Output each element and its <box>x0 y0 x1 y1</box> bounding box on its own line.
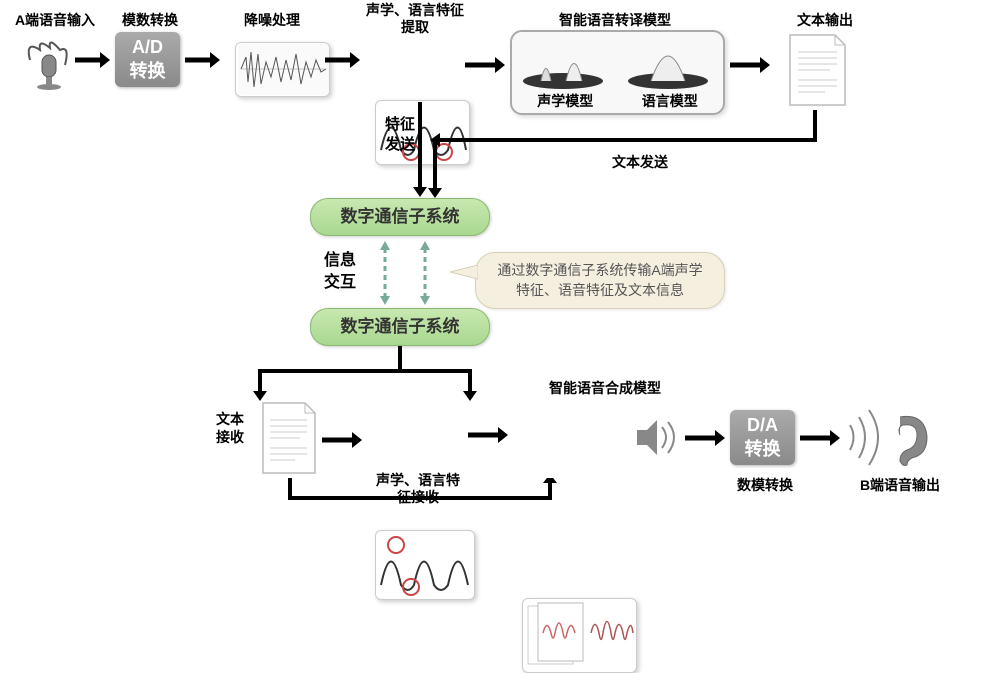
arrow-bypass <box>285 478 565 513</box>
ad-conv-label: 模数转换 <box>115 10 185 30</box>
split-path <box>250 346 500 406</box>
comm-sys-2: 数字通信子系统 <box>310 308 490 346</box>
synth-box <box>522 598 637 673</box>
arrow-3 <box>325 50 360 70</box>
text-out-doc <box>780 30 850 110</box>
note-box: 通过数字通信子系统传输A端声学 特征、语音特征及文本信息 <box>475 252 725 309</box>
feat-recv-box <box>375 530 475 600</box>
synth-label: 智能语音合成模型 <box>535 378 675 398</box>
arrow-5 <box>730 55 770 75</box>
da-conv-label: 数模转换 <box>730 475 800 495</box>
interact-label: 信息 交互 <box>320 250 360 295</box>
text-recv-label: 文本 接收 <box>210 410 250 446</box>
da-box: D/A 转换 <box>730 410 795 465</box>
b-output-label: B端语音输出 <box>850 475 950 495</box>
sound-wave-icon <box>632 415 682 460</box>
arrow-da-ear <box>800 428 840 448</box>
comm-sys-1: 数字通信子系统 <box>310 198 490 236</box>
arrow-4 <box>465 55 505 75</box>
model-label: 智能语音转译模型 <box>545 10 685 30</box>
arrow-merge-down <box>425 140 445 200</box>
ear-icon <box>845 405 935 470</box>
denoise-label: 降噪处理 <box>232 10 312 30</box>
note-pointer <box>450 265 478 280</box>
ad-box: A/D 转换 <box>115 32 180 87</box>
feature-label: 声学、语言特征 提取 <box>360 2 470 36</box>
microphone-icon <box>20 30 75 90</box>
arrow-2 <box>185 50 220 70</box>
model-box: 声学模型 语言模型 <box>510 30 725 115</box>
text-out-label: 文本输出 <box>790 10 860 30</box>
arrow-fr-synth <box>468 425 508 445</box>
arrow-text-send <box>430 110 830 210</box>
arrow-1 <box>75 50 110 70</box>
arrow-tr-fr <box>322 430 362 450</box>
arrow-synth-da <box>685 428 725 448</box>
denoise-box <box>235 42 330 97</box>
language-model-label: 语言模型 <box>621 91 720 111</box>
text-recv-doc <box>255 398 320 478</box>
dashed-arrows <box>370 238 450 308</box>
a-input-label: A端语音输入 <box>10 10 100 30</box>
acoustic-model-label: 声学模型 <box>516 91 615 111</box>
